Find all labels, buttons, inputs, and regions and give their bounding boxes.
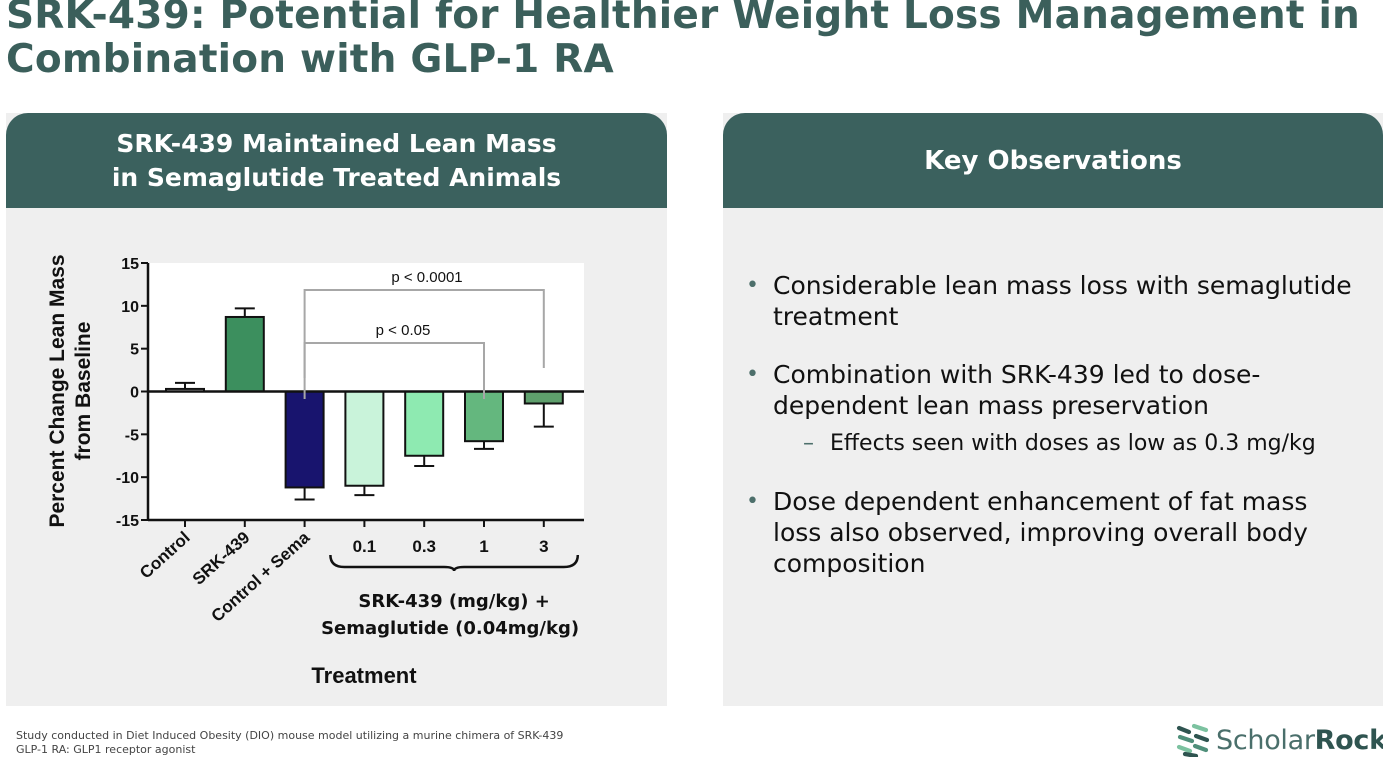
y-tick-label: 0	[130, 385, 139, 402]
page-title: SRK-439: Potential for Healthier Weight …	[6, 0, 1360, 82]
x-tick-label: 3	[539, 537, 548, 556]
y-tick-label: 10	[121, 299, 139, 316]
chart-panel-header-line1: SRK-439 Maintained Lean Mass	[116, 128, 557, 158]
observations-header: Key Observations	[723, 113, 1383, 208]
y-axis-title-line2: from Baseline	[72, 322, 95, 461]
observation-sub-text: Effects seen with doses as low as 0.3 mg…	[830, 431, 1316, 456]
observation-bullet: • Considerable lean mass loss with semag…	[746, 270, 1363, 332]
x-axis-title: Treatment	[311, 663, 417, 688]
y-tick-label: -15	[116, 513, 139, 530]
footnote-line2: GLP-1 RA: GLP1 receptor agonist	[16, 743, 196, 756]
logo-word-scholar: Scholar	[1216, 724, 1315, 756]
scholar-rock-logo-icon	[1176, 723, 1210, 757]
x-tick-label: 1	[479, 537, 488, 556]
observation-text: Dose dependent enhancement of fat mass l…	[773, 487, 1308, 578]
bar-2	[284, 390, 325, 489]
footnote: Study conducted in Diet Induced Obesity …	[16, 729, 563, 757]
chart-panel-header: SRK-439 Maintained Lean Mass in Semaglut…	[6, 113, 667, 208]
dose-group-label-line1: SRK-439 (mg/kg) +	[358, 591, 549, 612]
observation-bullet: • Combination with SRK-439 led to dose-d…	[746, 359, 1363, 421]
y-tick-label: 5	[130, 342, 139, 359]
observation-bullet: • Dose dependent enhancement of fat mass…	[746, 486, 1363, 579]
significance-label: p < 0.05	[376, 322, 431, 339]
dose-group-label-line2: Semaglutide (0.04mg/kg)	[321, 618, 579, 639]
x-tick-label: 0.1	[353, 537, 377, 556]
observation-text: Considerable lean mass loss with semaglu…	[773, 271, 1352, 331]
chart-panel-header-line2: in Semaglutide Treated Animals	[111, 162, 562, 192]
bar-1	[224, 315, 265, 393]
significance-bracket-0	[303, 289, 545, 378]
bullet-icon: •	[746, 273, 759, 298]
observation-text: Combination with SRK-439 led to dose-dep…	[773, 360, 1261, 420]
y-tick-label: 15	[121, 256, 139, 273]
bar-3	[344, 390, 385, 487]
y-tick-label: -10	[116, 470, 139, 487]
bullet-icon: •	[746, 362, 759, 387]
x-tick-label: Control	[136, 528, 194, 583]
dash-icon: –	[803, 431, 814, 456]
key-observations-panel: Key Observations • Considerable lean mas…	[723, 113, 1383, 706]
bullet-icon: •	[746, 489, 759, 514]
y-axis-title-line1: Percent Change Lean Mass	[46, 254, 69, 527]
dose-group-brace	[329, 554, 580, 572]
logo-word-rock: Rock	[1314, 724, 1383, 756]
significance-label: p < 0.0001	[391, 269, 462, 286]
x-tick-label: 0.3	[412, 537, 436, 556]
bar-6	[523, 390, 564, 405]
significance-bracket-1	[303, 342, 485, 399]
observation-sub-bullet: – Effects seen with doses as low as 0.3 …	[753, 429, 1363, 459]
logo-wordmark: ScholarRock	[1216, 725, 1383, 756]
bar-4	[404, 390, 445, 457]
footnote-line1: Study conducted in Diet Induced Obesity …	[16, 729, 564, 742]
observations-list: • Considerable lean mass loss with semag…	[746, 270, 1363, 579]
scholar-rock-logo: ScholarRock	[1176, 722, 1383, 758]
lean-mass-panel: SRK-439 Maintained Lean Mass in Semaglut…	[6, 113, 667, 706]
y-tick-label: -5	[125, 427, 139, 444]
